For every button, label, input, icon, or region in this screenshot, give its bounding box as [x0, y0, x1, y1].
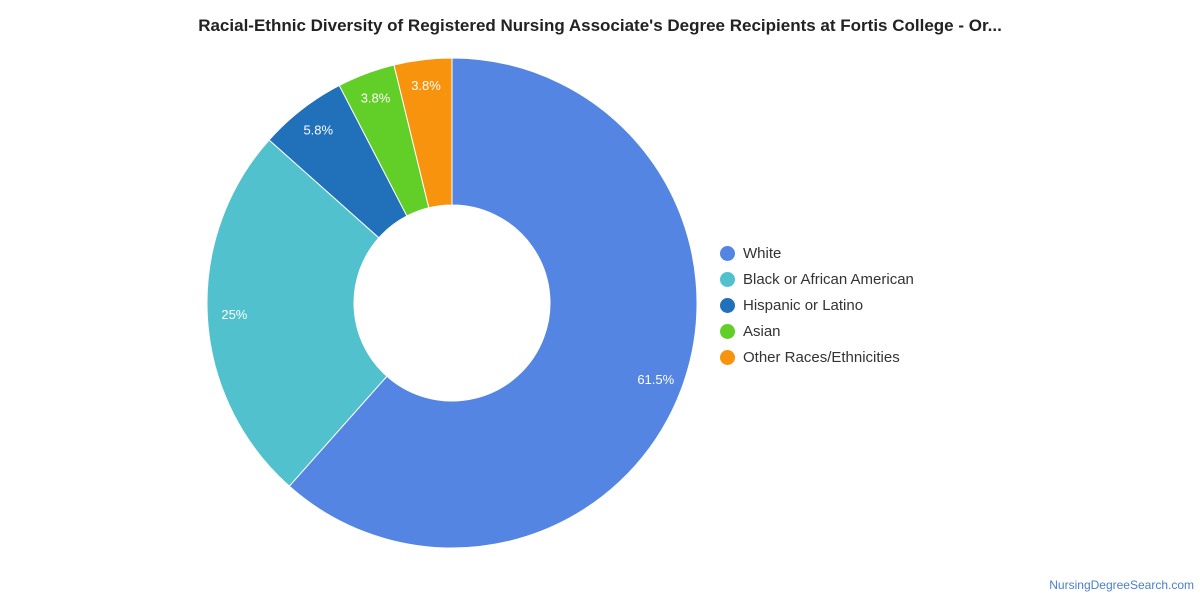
- legend-label-1: Black or African American: [743, 270, 914, 288]
- legend-swatch-0: [720, 245, 735, 261]
- legend-swatch-4: [720, 349, 735, 365]
- slice-label-1: 25%: [221, 307, 247, 322]
- legend-item-2[interactable]: Hispanic or Latino: [720, 292, 914, 318]
- legend-swatch-3: [720, 323, 735, 339]
- legend-swatch-2: [720, 297, 735, 313]
- slice-4[interactable]: [393, 57, 453, 209]
- legend-item-0[interactable]: White: [720, 240, 914, 266]
- slices-group: [206, 57, 698, 549]
- slice-label-0: 61.5%: [637, 372, 674, 387]
- legend-item-3[interactable]: Asian: [720, 318, 914, 344]
- source-link[interactable]: NursingDegreeSearch.com: [1049, 578, 1194, 592]
- legend-label-0: White: [743, 244, 782, 262]
- slice-label-4: 3.8%: [411, 78, 441, 93]
- chart-title: Racial-Ethnic Diversity of Registered Nu…: [198, 16, 1002, 35]
- legend-label-4: Other Races/Ethnicities: [743, 348, 900, 366]
- slice-label-2: 5.8%: [303, 122, 333, 137]
- legend-item-4[interactable]: Other Races/Ethnicities: [720, 344, 914, 370]
- legend-swatch-1: [720, 271, 735, 287]
- slice-1[interactable]: [206, 139, 388, 487]
- legend: White Black or African American Hispanic o…: [720, 240, 914, 370]
- slice-labels-group: 61.5% 25% 5.8% 3.8% 3.8%: [221, 78, 674, 387]
- legend-label-2: Hispanic or Latino: [743, 296, 864, 314]
- slice-label-3: 3.8%: [361, 90, 391, 105]
- legend-label-3: Asian: [743, 322, 781, 340]
- slice-0[interactable]: [288, 57, 698, 549]
- legend-item-1[interactable]: Black or African American: [720, 266, 914, 292]
